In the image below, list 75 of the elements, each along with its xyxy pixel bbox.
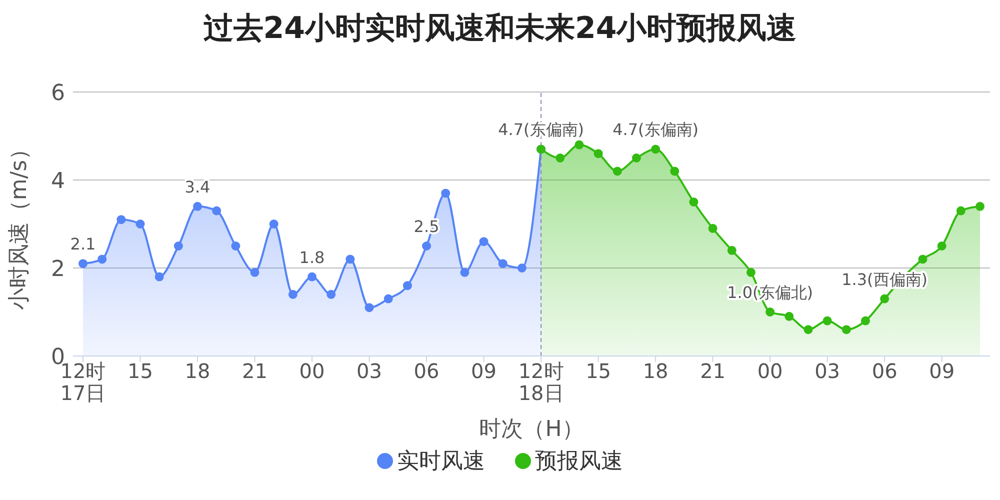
x-tick-label: 09 <box>929 359 955 383</box>
point <box>154 272 164 282</box>
data-label: 4.7(东偏南) <box>612 120 699 140</box>
point <box>269 220 278 228</box>
point <box>746 268 756 277</box>
data-label: 1.0(东偏北) <box>727 283 814 302</box>
point <box>880 294 890 304</box>
data-label: 1.8 <box>299 248 325 267</box>
point <box>689 198 698 206</box>
x-axis-title: 时次（H） <box>479 417 584 442</box>
point <box>78 259 88 268</box>
point <box>384 294 393 304</box>
x-tick-label: 18 <box>184 359 210 383</box>
point <box>651 144 660 154</box>
y-tick-label: 6 <box>51 80 65 106</box>
point <box>231 242 240 250</box>
point <box>479 237 488 246</box>
point <box>193 202 202 211</box>
chart-title: 过去24小时实时风速和未来24小时预报风速 <box>202 10 798 48</box>
point <box>517 264 526 272</box>
point <box>574 140 584 150</box>
data-label: 3.4 <box>184 177 210 196</box>
point <box>364 303 374 312</box>
point <box>860 316 870 326</box>
point <box>727 246 736 255</box>
point <box>288 290 298 299</box>
x-tick-label: 15 <box>586 359 612 383</box>
point <box>460 268 470 277</box>
point <box>326 290 336 299</box>
y-tick-label: 4 <box>51 168 65 194</box>
point <box>212 206 222 216</box>
x-tick-label: 18 <box>642 359 668 383</box>
x-tick-label: 00 <box>299 359 325 383</box>
point <box>422 242 432 250</box>
point <box>822 316 832 326</box>
point <box>402 281 412 290</box>
x-tick-label: 00 <box>757 359 783 383</box>
point <box>498 259 508 268</box>
x-tick-label: 12时 18日 <box>518 359 564 405</box>
point <box>708 224 718 233</box>
x-tick-label: 09 <box>471 359 497 383</box>
x-tick-label: 21 <box>242 359 268 383</box>
point <box>308 272 317 282</box>
point <box>766 308 775 316</box>
data-label: 2.1 <box>70 234 96 254</box>
x-tick-label: 03 <box>814 359 840 383</box>
point <box>956 206 966 216</box>
point <box>918 254 928 264</box>
point <box>937 242 946 250</box>
data-label: 4.7(东偏南) <box>498 120 584 140</box>
x-tick-label: 03 <box>356 359 382 383</box>
point <box>632 154 641 162</box>
point <box>556 154 565 162</box>
x-tick-label: 15 <box>128 359 153 383</box>
point <box>174 242 183 250</box>
point <box>804 325 813 334</box>
point <box>594 149 603 158</box>
legend-label: 实时风速 <box>397 448 485 476</box>
point <box>116 215 126 224</box>
y-axis-title: 小时风速（m/s） <box>6 138 32 310</box>
x-tick-label: 21 <box>700 359 726 383</box>
point <box>976 202 984 211</box>
point <box>612 166 622 176</box>
point <box>136 220 145 228</box>
point <box>670 166 680 176</box>
legend-label: 预报风速 <box>535 448 623 476</box>
point <box>784 312 794 321</box>
x-tick-label: 06 <box>872 359 898 383</box>
point <box>842 325 851 334</box>
x-tick-label: 06 <box>414 359 440 383</box>
point <box>346 254 355 264</box>
y-tick-label: 2 <box>51 256 65 282</box>
point <box>441 188 450 198</box>
point <box>98 254 107 264</box>
point <box>250 268 260 277</box>
